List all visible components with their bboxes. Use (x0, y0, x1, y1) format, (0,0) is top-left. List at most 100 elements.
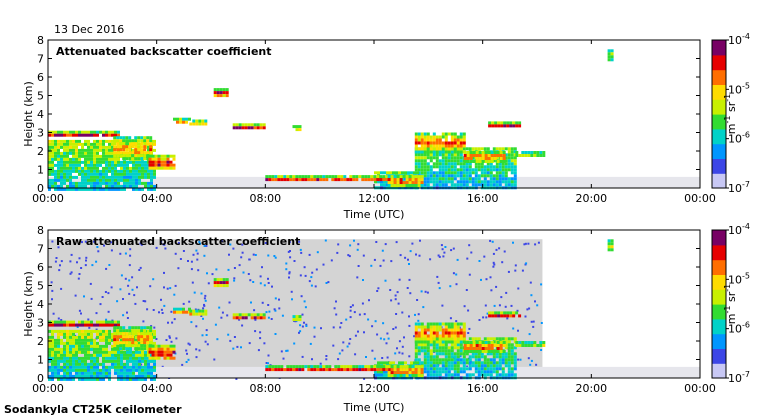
fog-cell (84, 353, 87, 357)
fog-cell (114, 166, 117, 170)
fog-cell (144, 169, 147, 173)
noise-speck (233, 279, 236, 282)
fog-cell (108, 335, 111, 339)
fog-cell (450, 361, 454, 365)
noise-speck (376, 290, 379, 292)
noise-speck (198, 240, 201, 243)
fog-cell (93, 338, 96, 342)
layer-cell (420, 328, 424, 332)
fog-cell (480, 168, 484, 172)
noise-speck (394, 294, 397, 297)
fog-cell (78, 359, 81, 363)
noise-speck (280, 350, 283, 353)
fog-cell (54, 365, 57, 369)
fog-cell (513, 373, 517, 377)
noise-speck (259, 331, 262, 334)
layer-cell (435, 325, 439, 329)
fog-cell (114, 362, 117, 366)
fog-cell (99, 332, 102, 336)
fog-cell (93, 356, 96, 360)
noise-speck (76, 326, 79, 328)
fog-cell (483, 174, 487, 178)
fog-cell (99, 148, 102, 152)
fog-cell (462, 367, 466, 371)
layer-cell (340, 178, 344, 182)
layer-cell (405, 371, 409, 375)
fog-cell (480, 352, 484, 356)
colorbar-segment (712, 126, 726, 130)
layer-cell (542, 154, 546, 157)
fog-cell (84, 154, 87, 158)
fog-cell (126, 163, 129, 167)
layer-cell (521, 151, 525, 154)
fog-cell (141, 175, 144, 179)
fog-cell (444, 180, 448, 184)
fog-cell (377, 370, 380, 374)
fog-cell (105, 187, 108, 191)
colorbar-segment (712, 286, 726, 290)
fog-cell (69, 142, 72, 146)
fog-cell (401, 361, 404, 365)
fog-cell (450, 364, 454, 368)
fog-cell (84, 172, 87, 176)
layer-cell (259, 123, 263, 127)
layer-cell (292, 318, 296, 322)
fog-cell (413, 361, 416, 365)
fog-cell (474, 364, 478, 368)
fog-cell (102, 362, 105, 366)
noise-speck (516, 309, 519, 312)
fog-cell (123, 371, 126, 375)
fog-cell (153, 359, 156, 363)
fog-cell (54, 154, 57, 158)
fog-cell (507, 343, 511, 347)
fog-cell (386, 183, 389, 187)
fog-cell (513, 180, 517, 184)
fog-cell (105, 344, 108, 348)
layer-cell (515, 151, 519, 154)
fog-cell (447, 355, 451, 359)
fog-cell (144, 181, 147, 185)
layer-cell (390, 365, 394, 369)
layer-cell (435, 147, 439, 151)
fog-cell (60, 347, 63, 351)
colorbar-segment (712, 185, 726, 189)
noise-speck (233, 267, 236, 269)
fog-cell (147, 184, 150, 188)
layer-cell (310, 365, 314, 369)
layer-cell (148, 160, 152, 164)
fog-cell (51, 172, 54, 176)
fog-cell (87, 178, 90, 182)
fog-cell (60, 178, 63, 182)
layer-cell (99, 323, 102, 327)
layer-cell (355, 365, 359, 369)
panel-attenuated-backscatter: Attenuated backscatter coefficient 00:00… (22, 32, 750, 221)
fog-cell (57, 139, 60, 143)
fog-cell (117, 353, 120, 357)
fog-cell (84, 344, 87, 348)
fog-cell (410, 373, 413, 377)
fog-cell (93, 362, 96, 366)
layer-cell (393, 175, 397, 179)
noise-speck (495, 285, 498, 288)
fog-cell (495, 352, 499, 356)
noise-speck (160, 298, 162, 301)
fog-cell (489, 174, 493, 178)
layer-cell (102, 323, 105, 327)
fog-cell (99, 347, 102, 351)
fog-cell (48, 341, 51, 345)
layer-cell (444, 138, 448, 142)
layer-cell (244, 123, 248, 127)
layer-cell (518, 314, 522, 318)
layer-cell (453, 334, 457, 338)
fog-cell (383, 183, 386, 187)
fog-cell (471, 352, 475, 356)
fog-cell (54, 169, 57, 173)
layer-cell (607, 49, 611, 53)
layer-cell (405, 184, 409, 188)
layer-cell (119, 148, 123, 152)
layer-cell (484, 350, 488, 353)
fog-cell (380, 183, 383, 187)
fog-cell (438, 349, 442, 353)
noise-speck (367, 318, 370, 321)
layer-cell (496, 344, 500, 347)
